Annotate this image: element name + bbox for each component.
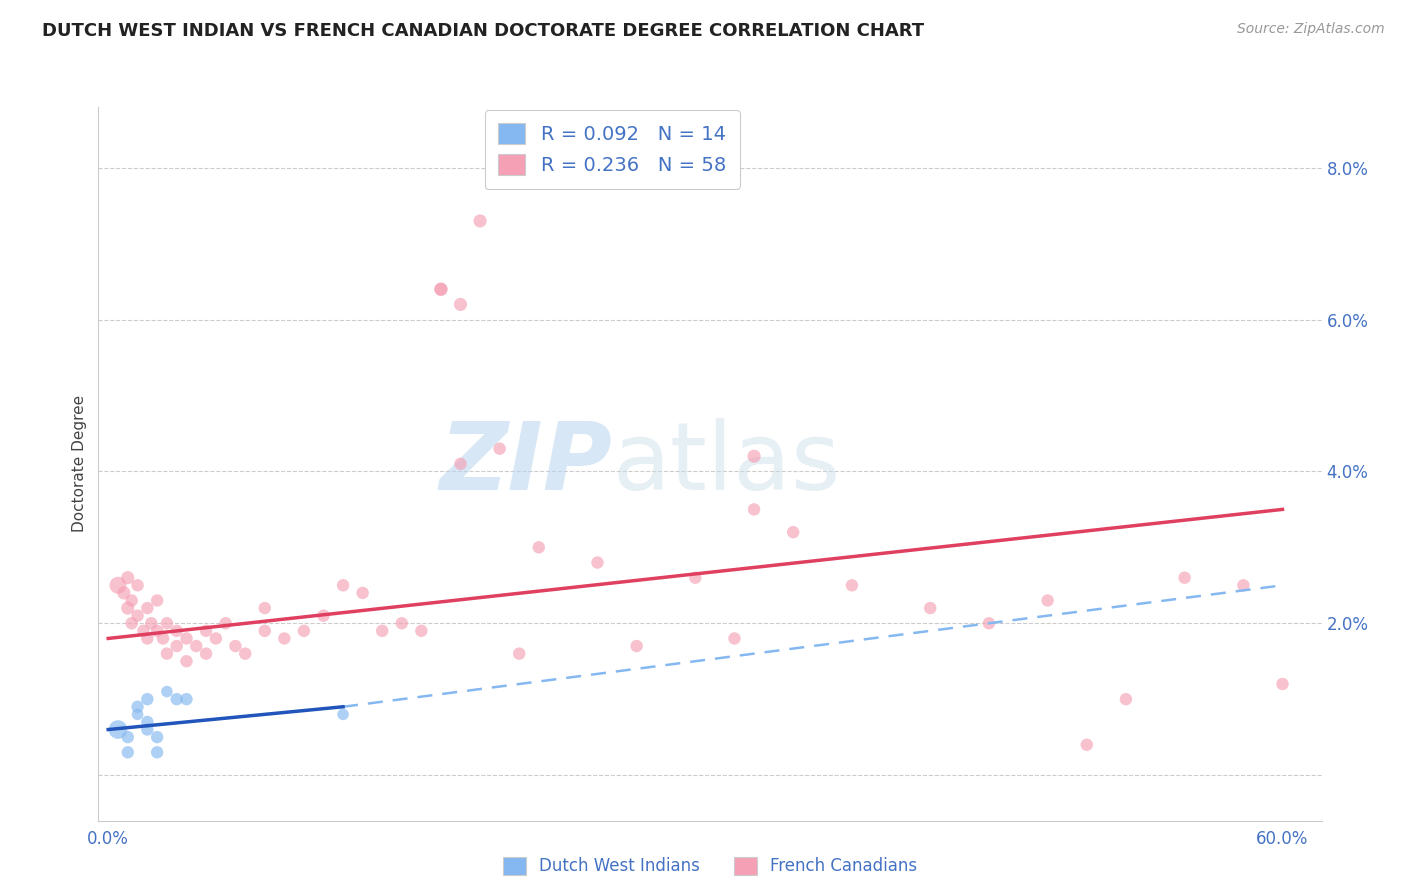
Legend: Dutch West Indians, French Canadians: Dutch West Indians, French Canadians bbox=[495, 848, 925, 884]
Text: atlas: atlas bbox=[612, 417, 841, 510]
Text: Source: ZipAtlas.com: Source: ZipAtlas.com bbox=[1237, 22, 1385, 37]
Point bbox=[117, 571, 139, 585]
Point bbox=[127, 699, 149, 714]
Point bbox=[488, 442, 510, 456]
Point bbox=[224, 639, 246, 653]
Point bbox=[391, 616, 413, 631]
Point bbox=[332, 707, 354, 722]
Point bbox=[586, 556, 609, 570]
Point bbox=[136, 632, 159, 646]
Point bbox=[450, 297, 472, 311]
Point bbox=[117, 730, 139, 744]
Point bbox=[1115, 692, 1137, 706]
Point bbox=[977, 616, 1000, 631]
Point bbox=[233, 647, 256, 661]
Point bbox=[450, 457, 472, 471]
Point bbox=[1271, 677, 1294, 691]
Point bbox=[430, 282, 453, 296]
Y-axis label: Doctorate Degree: Doctorate Degree bbox=[72, 395, 87, 533]
Point bbox=[136, 714, 159, 729]
Point bbox=[136, 723, 159, 737]
Point bbox=[742, 502, 765, 516]
Point bbox=[127, 608, 149, 623]
Point bbox=[156, 616, 179, 631]
Point bbox=[132, 624, 155, 638]
Point bbox=[292, 624, 315, 638]
Point bbox=[195, 624, 218, 638]
Point bbox=[411, 624, 433, 638]
Point bbox=[107, 578, 129, 592]
Point bbox=[166, 639, 188, 653]
Point bbox=[136, 692, 159, 706]
Point bbox=[273, 632, 295, 646]
Point bbox=[742, 449, 765, 463]
Point bbox=[920, 601, 942, 615]
Point bbox=[841, 578, 863, 592]
Point bbox=[146, 745, 169, 759]
Point bbox=[136, 601, 159, 615]
Point bbox=[112, 586, 135, 600]
Point bbox=[117, 601, 139, 615]
Point bbox=[186, 639, 208, 653]
Point bbox=[312, 608, 335, 623]
Point bbox=[166, 692, 188, 706]
Point bbox=[156, 647, 179, 661]
Point bbox=[527, 541, 550, 555]
Point bbox=[166, 624, 188, 638]
Text: DUTCH WEST INDIAN VS FRENCH CANADIAN DOCTORATE DEGREE CORRELATION CHART: DUTCH WEST INDIAN VS FRENCH CANADIAN DOC… bbox=[42, 22, 924, 40]
Point bbox=[723, 632, 745, 646]
Point bbox=[1174, 571, 1197, 585]
Point bbox=[253, 624, 276, 638]
Point bbox=[152, 632, 174, 646]
Point bbox=[117, 745, 139, 759]
Point bbox=[352, 586, 374, 600]
Point bbox=[176, 692, 198, 706]
Point bbox=[626, 639, 648, 653]
Point bbox=[146, 730, 169, 744]
Text: ZIP: ZIP bbox=[439, 417, 612, 510]
Point bbox=[430, 282, 453, 296]
Point bbox=[214, 616, 236, 631]
Point bbox=[1232, 578, 1254, 592]
Point bbox=[121, 616, 143, 631]
Point bbox=[107, 723, 129, 737]
Point bbox=[195, 647, 218, 661]
Point bbox=[156, 684, 179, 698]
Point bbox=[468, 214, 491, 228]
Point bbox=[1076, 738, 1098, 752]
Point bbox=[141, 616, 163, 631]
Point bbox=[121, 593, 143, 607]
Point bbox=[332, 578, 354, 592]
Point bbox=[205, 632, 228, 646]
Point bbox=[146, 624, 169, 638]
Point bbox=[127, 707, 149, 722]
Point bbox=[371, 624, 394, 638]
Point bbox=[1036, 593, 1059, 607]
Point bbox=[146, 593, 169, 607]
Point bbox=[176, 654, 198, 668]
Point bbox=[253, 601, 276, 615]
Point bbox=[782, 525, 804, 540]
Point bbox=[508, 647, 530, 661]
Point bbox=[176, 632, 198, 646]
Point bbox=[127, 578, 149, 592]
Point bbox=[685, 571, 707, 585]
